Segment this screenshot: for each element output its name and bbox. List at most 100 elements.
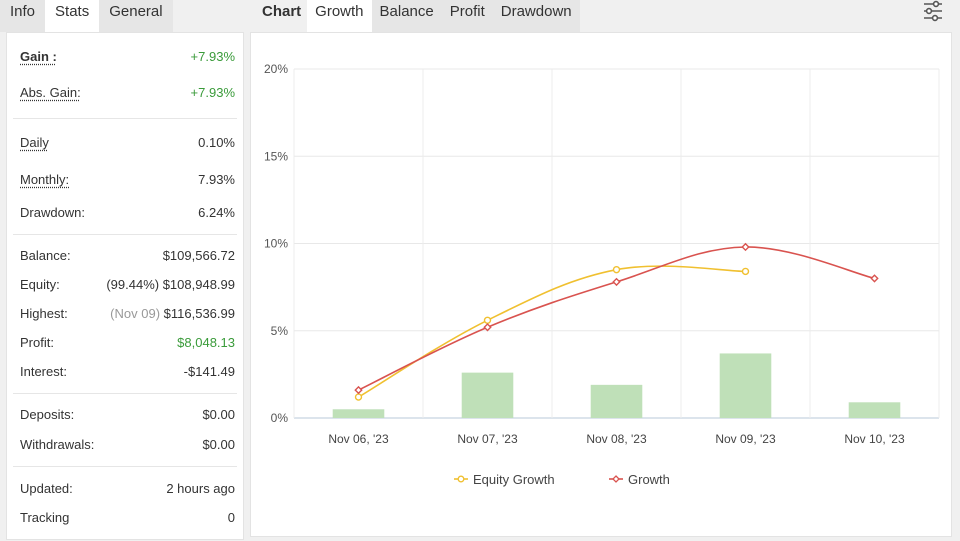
- legend-swatch-marker: [457, 475, 465, 483]
- x-tick-label: Nov 06, '23: [328, 432, 389, 446]
- abs-gain-value: +7.93%: [190, 85, 235, 100]
- balance-value: $109,566.72: [162, 248, 235, 263]
- equity-label: Equity:: [20, 277, 60, 292]
- gain-value: +7.93%: [190, 49, 235, 64]
- bar[interactable]: [848, 402, 901, 418]
- y-tick-label: 10%: [264, 237, 288, 251]
- x-axis: Nov 06, '23 Nov 07, '23 Nov 08, '23 Nov 09,…: [328, 432, 905, 446]
- y-tick-label: 15%: [264, 149, 288, 163]
- y-tick-label: 20%: [264, 62, 288, 76]
- equity-value: $108,948.99: [162, 277, 235, 292]
- divider: [13, 118, 237, 119]
- bar[interactable]: [719, 353, 772, 418]
- highest-row: Highest: (Nov 09) $116,536.99: [20, 304, 235, 324]
- deposits-value: $0.00: [202, 407, 235, 422]
- monthly-row: Monthly: 7.93%: [20, 170, 235, 190]
- tracking-label: Tracking: [20, 510, 70, 525]
- highest-value-wrap: (Nov 09) $116,536.99: [110, 304, 235, 324]
- balance-row: Balance: $109,566.72: [20, 246, 235, 266]
- growth-chart: 0%5%10%15%20% Nov 06, '23 Nov 07, '23 Nov …: [264, 62, 940, 487]
- divider: [13, 234, 237, 235]
- abs-gain-row: Abs. Gain: +7.93%: [20, 83, 235, 103]
- stats-box: Gain : +7.93% Abs. Gain: +7.93% Daily 0.…: [6, 32, 244, 540]
- legend-label[interactable]: Equity Growth: [473, 472, 555, 487]
- deposits-label: Deposits:: [20, 407, 75, 422]
- daily-row: Daily 0.10%: [20, 133, 235, 153]
- chart-heading: Chart: [250, 0, 308, 32]
- data-point[interactable]: [483, 316, 492, 324]
- drawdown-value: 6.24%: [198, 205, 235, 220]
- gain-row: Gain : +7.93%: [20, 47, 235, 67]
- interest-value: -$141.49: [183, 364, 235, 379]
- y-tick-label: 0%: [271, 411, 289, 425]
- balance-label: Balance:: [20, 248, 71, 263]
- tab-growth[interactable]: Growth: [307, 0, 372, 32]
- tab-info[interactable]: Info: [0, 0, 46, 32]
- data-point[interactable]: [741, 267, 750, 276]
- daily-value: 0.10%: [198, 135, 235, 150]
- x-tick-label: Nov 10, '23: [844, 432, 905, 446]
- drawdown-label: Drawdown:: [20, 205, 86, 220]
- legend-label[interactable]: Growth: [628, 472, 670, 487]
- drawdown-row: Drawdown: 6.24%: [20, 203, 235, 223]
- interest-row: Interest: -$141.49: [20, 362, 235, 382]
- data-point[interactable]: [483, 323, 492, 332]
- tab-general[interactable]: General: [99, 0, 173, 32]
- divider: [13, 393, 237, 394]
- chart-container: 0% 5% 10% 15% 20% Nov 06, '23 Nov 07, '23 Nov …: [250, 32, 952, 537]
- interest-label: Interest:: [20, 364, 67, 379]
- chart-grid: [293, 68, 940, 419]
- gain-label[interactable]: Gain :: [20, 49, 57, 64]
- tracking-row: Tracking 0: [20, 508, 235, 528]
- stats-panel: Info Stats General Gain : +7.93% Abs. Ga…: [0, 0, 244, 540]
- data-point[interactable]: [870, 274, 879, 283]
- profit-row: Profit: $8,048.13: [20, 333, 235, 353]
- highest-date: (Nov 09): [110, 306, 161, 321]
- bar-series: [332, 353, 901, 418]
- data-point[interactable]: [741, 242, 750, 252]
- deposits-row: Deposits: $0.00: [20, 405, 235, 425]
- chart-panel: Chart Growth Balance Profit Drawdown 0% 5…: [250, 0, 952, 540]
- data-point[interactable]: [612, 265, 621, 274]
- x-tick-label: Nov 08, '23: [586, 432, 647, 446]
- updated-row: Updated: 2 hours ago: [20, 479, 235, 499]
- monthly-value: 7.93%: [198, 172, 235, 187]
- monthly-label[interactable]: Monthly:: [20, 172, 70, 187]
- bar[interactable]: [461, 372, 514, 418]
- data-point[interactable]: [354, 385, 363, 395]
- x-tick-label: Nov 09, '23: [715, 432, 776, 446]
- profit-value: $8,048.13: [177, 335, 235, 350]
- daily-label[interactable]: Daily: [20, 135, 49, 150]
- tab-profit[interactable]: Profit: [441, 0, 493, 32]
- profit-label: Profit:: [20, 335, 54, 350]
- updated-value: 2 hours ago: [166, 481, 235, 496]
- tracking-value: 0: [227, 510, 235, 525]
- chart-tab-bar: Chart Growth Balance Profit Drawdown: [250, 0, 580, 32]
- withdrawals-label: Withdrawals:: [20, 437, 95, 452]
- withdrawals-value: $0.00: [202, 437, 235, 452]
- highest-label: Highest:: [20, 306, 68, 321]
- abs-gain-label[interactable]: Abs. Gain:: [20, 85, 81, 100]
- highest-value: $116,536.99: [163, 306, 235, 321]
- x-tick-label: Nov 07, '23: [457, 432, 518, 446]
- y-axis: 0% 5% 10% 15% 20%: [264, 62, 288, 425]
- legend-swatch-marker: [612, 475, 620, 483]
- sliders-icon[interactable]: [922, 0, 944, 22]
- tab-balance[interactable]: Balance: [371, 0, 442, 32]
- tab-drawdown[interactable]: Drawdown: [492, 0, 580, 32]
- divider: [13, 466, 237, 467]
- equity-value-wrap: (99.44%) $108,948.99: [106, 275, 235, 295]
- chart-legend: Equity Growth Growth: [454, 472, 670, 487]
- equity-row: Equity: (99.44%) $108,948.99: [20, 275, 235, 295]
- y-tick-label: 5%: [271, 324, 289, 338]
- data-point[interactable]: [612, 277, 621, 287]
- updated-label: Updated:: [20, 481, 73, 496]
- left-tab-bar: Info Stats General: [0, 0, 173, 32]
- equity-percent: (99.44%): [106, 277, 160, 292]
- data-point[interactable]: [354, 393, 363, 401]
- tab-stats[interactable]: Stats: [45, 0, 100, 32]
- withdrawals-row: Withdrawals: $0.00: [20, 435, 235, 455]
- bar[interactable]: [332, 409, 385, 418]
- line-series: [354, 242, 879, 401]
- bar[interactable]: [590, 384, 643, 418]
